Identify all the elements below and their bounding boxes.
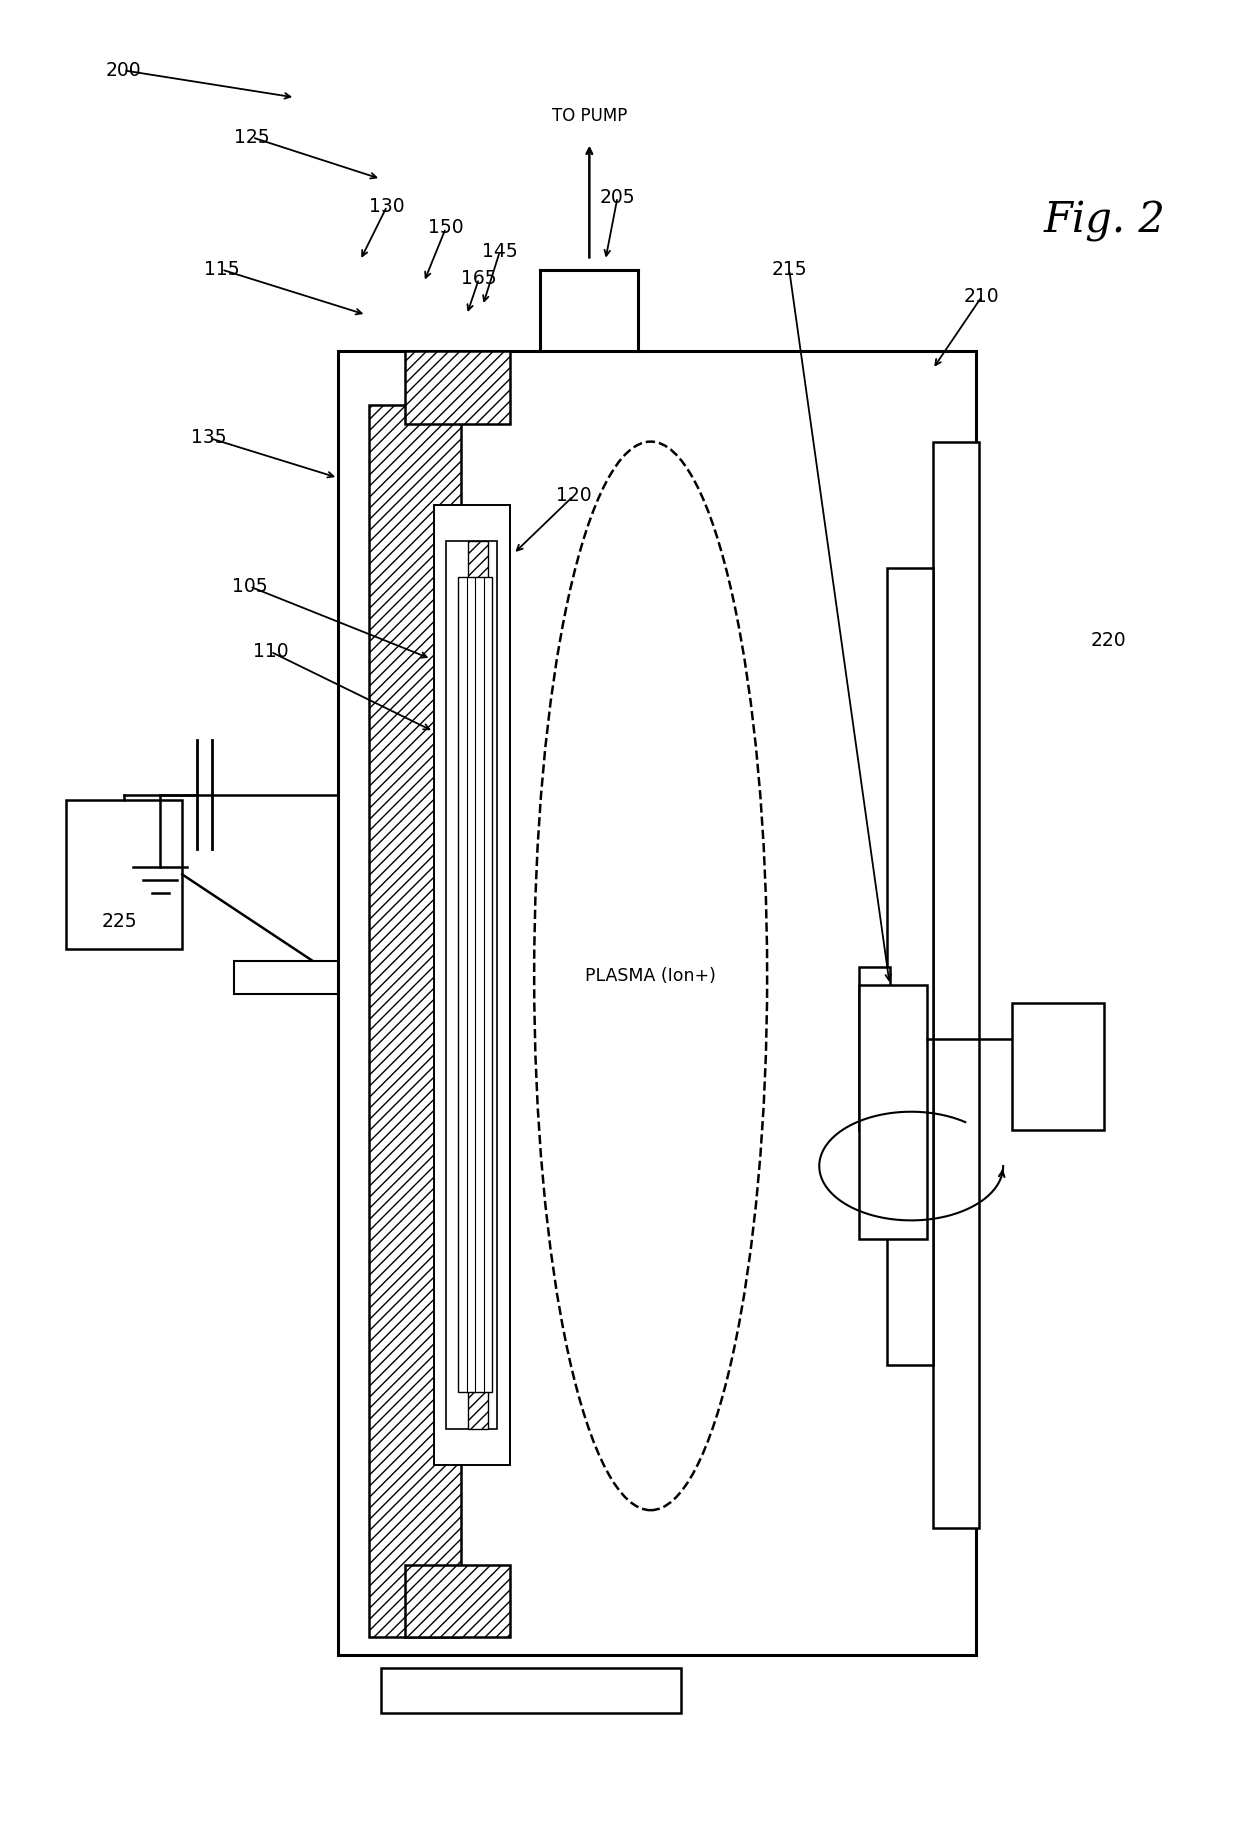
Text: 225: 225 <box>102 912 138 931</box>
Bar <box>66 799 182 949</box>
Bar <box>234 962 339 995</box>
Bar <box>467 542 487 1429</box>
Text: 205: 205 <box>600 188 635 206</box>
Bar <box>458 577 492 1392</box>
Text: 115: 115 <box>203 259 239 279</box>
Text: TO PUMP: TO PUMP <box>552 106 627 124</box>
Text: 105: 105 <box>232 577 268 597</box>
Bar <box>381 1668 681 1714</box>
Bar <box>932 442 980 1528</box>
Text: Fig. 2: Fig. 2 <box>1043 199 1166 241</box>
Bar <box>339 350 976 1655</box>
Bar <box>405 350 510 423</box>
Text: 110: 110 <box>253 642 289 661</box>
Text: PLASMA (Ion+): PLASMA (Ion+) <box>585 967 715 986</box>
Bar <box>859 967 890 1130</box>
Bar <box>859 986 926 1239</box>
Text: 220: 220 <box>1090 631 1126 650</box>
Text: 150: 150 <box>428 219 464 237</box>
Text: 145: 145 <box>482 243 518 261</box>
Text: 210: 210 <box>963 287 999 307</box>
Bar <box>1012 1004 1105 1130</box>
Bar <box>888 568 932 1365</box>
Bar <box>368 405 460 1637</box>
Text: 135: 135 <box>191 429 227 447</box>
Text: 130: 130 <box>370 197 404 215</box>
Text: 125: 125 <box>234 128 270 146</box>
Bar <box>446 542 497 1429</box>
Text: 200: 200 <box>105 60 141 80</box>
Text: 215: 215 <box>771 259 807 279</box>
Text: 120: 120 <box>556 487 591 506</box>
Text: 165: 165 <box>461 268 497 288</box>
Bar <box>405 1564 510 1637</box>
Bar <box>434 506 510 1465</box>
